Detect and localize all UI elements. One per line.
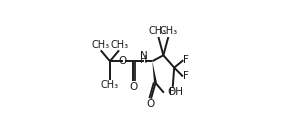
Text: H: H: [140, 55, 147, 65]
Text: O: O: [119, 56, 127, 66]
Text: CH₃: CH₃: [101, 80, 119, 90]
Text: CH₃: CH₃: [91, 40, 109, 50]
Text: CH₃: CH₃: [160, 26, 178, 36]
Text: CH₃: CH₃: [110, 40, 128, 50]
Text: O: O: [146, 99, 155, 109]
Text: OH: OH: [167, 87, 183, 97]
Text: F: F: [183, 55, 190, 65]
Text: CH₃: CH₃: [149, 26, 167, 36]
Text: N: N: [140, 51, 148, 61]
Text: F: F: [169, 87, 175, 97]
Text: O: O: [129, 82, 137, 92]
Text: F: F: [183, 71, 189, 81]
Polygon shape: [152, 61, 157, 83]
